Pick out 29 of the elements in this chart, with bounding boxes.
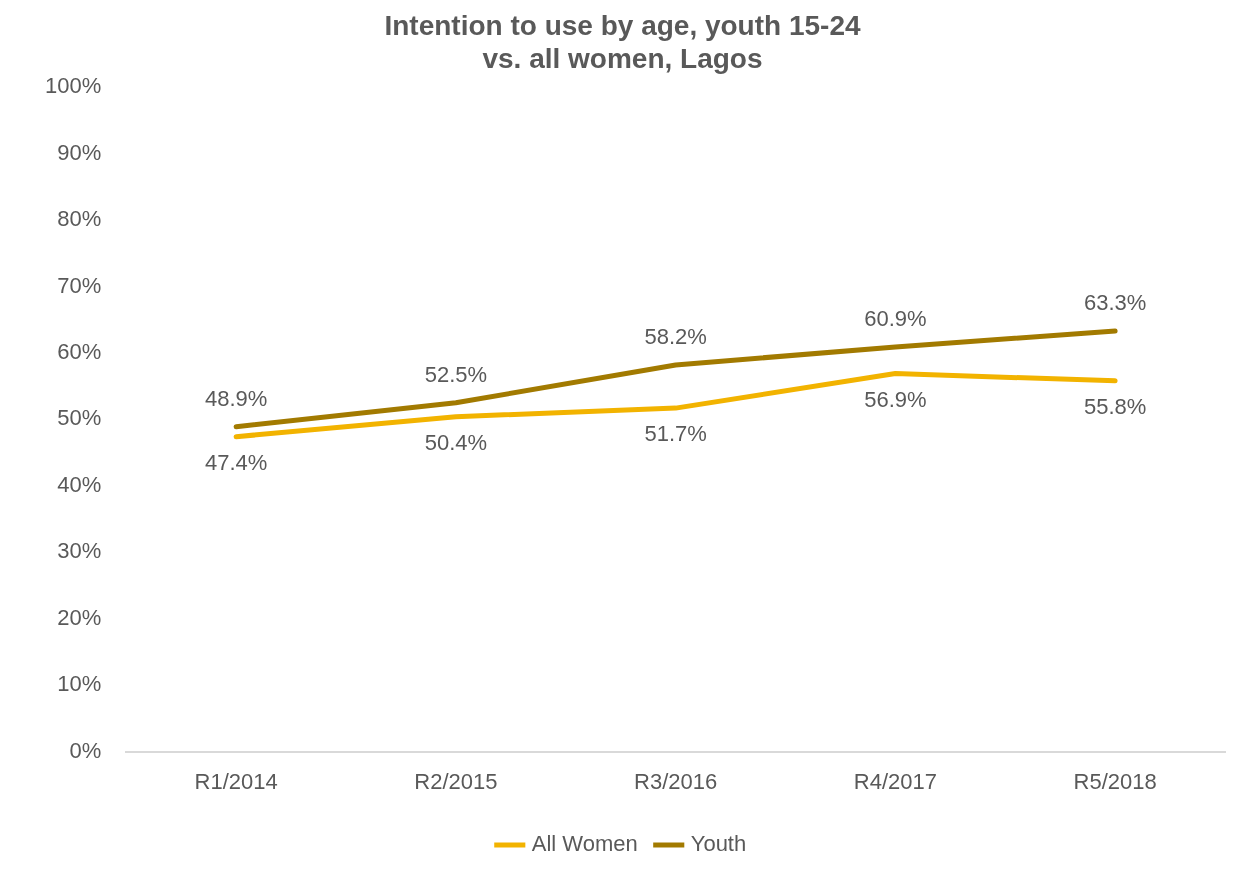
x-tick-label: R4/2017 — [853, 768, 937, 794]
legend-label: All Women — [531, 831, 638, 857]
x-tick-label: R1/2014 — [194, 768, 278, 794]
data-label: 60.9% — [864, 306, 927, 332]
y-tick-label: 90% — [57, 139, 102, 165]
y-tick-label: 100% — [44, 73, 102, 99]
y-tick-label: 20% — [57, 604, 102, 630]
y-tick-label: 30% — [57, 538, 102, 564]
x-tick-label: R3/2016 — [634, 768, 718, 794]
x-tick-label: R5/2018 — [1073, 768, 1157, 794]
data-label: 48.9% — [204, 385, 268, 411]
x-tick-label: R2/2015 — [414, 768, 498, 794]
data-label: 50.4% — [424, 429, 488, 455]
y-tick-label: 80% — [57, 206, 102, 232]
data-label: 51.7% — [644, 421, 707, 447]
legend-label: Youth — [690, 831, 747, 857]
y-tick-label: 50% — [57, 405, 102, 431]
chart-title: Intention to use by age, youth 15-24 vs. all women, Lagos — [384, 9, 861, 75]
data-label: 56.9% — [864, 386, 927, 412]
y-tick-label: 10% — [57, 671, 102, 697]
data-label: 58.2% — [644, 323, 707, 349]
data-label: 55.8% — [1083, 393, 1147, 419]
y-tick-label: 60% — [57, 339, 102, 365]
y-tick-label: 40% — [57, 471, 102, 497]
y-tick-label: 70% — [57, 272, 102, 298]
data-label: 52.5% — [424, 361, 488, 387]
y-tick-label: 0% — [69, 737, 102, 763]
data-label: 63.3% — [1083, 290, 1147, 316]
data-label: 47.4% — [204, 449, 268, 475]
